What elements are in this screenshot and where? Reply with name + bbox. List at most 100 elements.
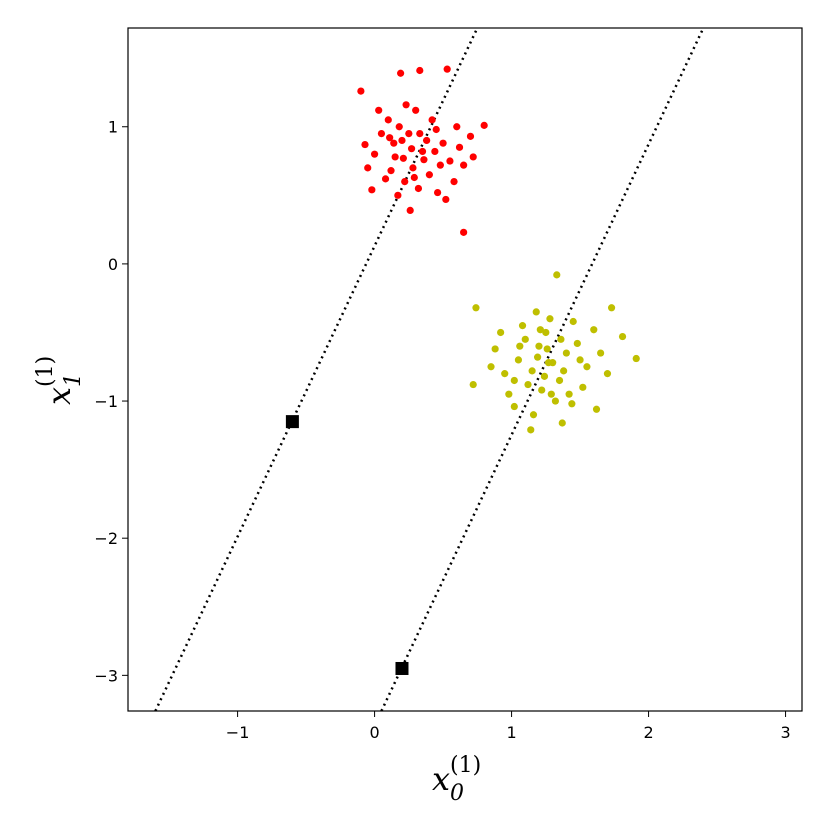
point [540,372,549,380]
point [409,164,417,172]
point [528,367,536,375]
x-tick-label: 0 [369,723,379,742]
point [569,317,577,326]
point [510,402,518,411]
point [357,87,365,95]
point [469,153,477,161]
point [491,345,499,353]
point [544,359,553,367]
point [546,315,554,323]
point [412,106,420,114]
plot-area [154,28,705,711]
point [377,130,386,138]
point [375,106,383,114]
point [632,354,640,363]
point [460,161,468,169]
point [370,150,379,158]
point [423,136,431,145]
point [553,271,561,279]
point [387,167,395,175]
point [597,349,605,357]
point [538,386,546,394]
point [551,397,560,405]
point [501,370,509,378]
point [518,322,527,330]
point [579,383,587,391]
point [557,335,565,343]
point [443,65,451,73]
point [391,153,399,161]
point [386,134,394,142]
point [460,228,468,236]
point [592,405,601,413]
point [431,147,439,156]
point [416,66,424,75]
point [432,125,440,134]
point [425,171,433,179]
point [558,419,566,427]
y-tick-label: 1 [108,118,118,137]
x-tick-label: 2 [643,723,653,742]
x-axis-label: x0 (1) [432,753,481,806]
point [576,356,584,364]
point [401,178,409,186]
point [394,191,402,199]
point [547,390,555,398]
point [565,390,573,398]
y-tick-label: −3 [94,666,118,685]
x-tick-label: −1 [226,723,250,742]
point [590,326,598,334]
point [414,184,423,193]
point [466,132,475,140]
y-label-base: x [40,387,78,405]
point [406,206,414,215]
point [510,376,518,385]
point [497,328,505,337]
point [450,178,458,186]
x-tick-label: 1 [506,723,516,742]
marker [285,415,299,429]
y-tick-label: −2 [94,529,118,548]
point [364,164,372,172]
point [542,328,550,337]
x-label-sup: (1) [450,753,481,778]
point [480,121,488,129]
point [516,342,524,350]
point [361,140,369,149]
y-axis-label: x1(1) [33,356,86,405]
point [420,156,428,164]
point [455,143,464,151]
marker [395,661,409,675]
point [536,326,544,334]
point [384,116,392,124]
plot-frame [127,27,803,712]
point [434,188,442,197]
point [439,139,447,147]
point [487,363,495,371]
point [603,370,612,378]
point [555,376,564,385]
point [472,304,480,312]
point [583,363,591,371]
point [398,136,406,145]
x-label-base: x [432,760,450,798]
point [524,380,532,389]
point [395,123,403,131]
point [436,161,444,169]
point [521,335,529,343]
point [442,195,450,204]
x-label-sub: 0 [450,781,464,806]
point [390,139,398,147]
point [568,400,576,408]
point [560,367,568,375]
point [514,356,523,364]
point [505,390,513,398]
point [469,380,477,389]
point [618,332,627,341]
point [532,308,540,316]
point [562,349,570,357]
point [410,173,418,182]
point [407,145,416,153]
